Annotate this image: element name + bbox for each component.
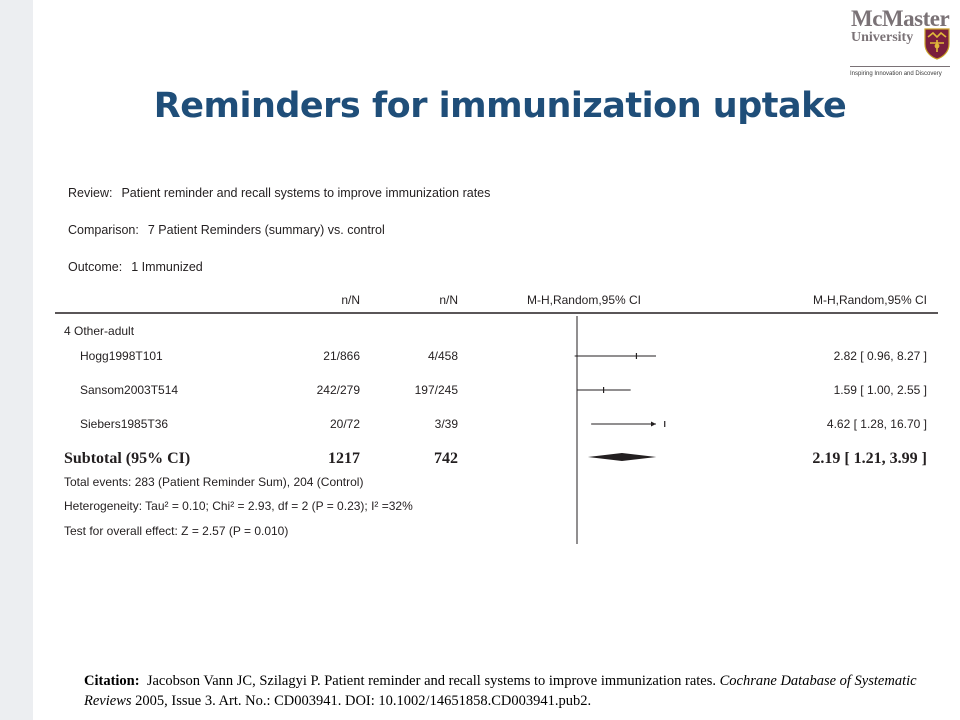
outcome-value: 1 Immunized bbox=[131, 260, 203, 274]
comparison-label: Comparison: bbox=[68, 223, 139, 237]
citation: Citation: Jacobson Vann JC, Szilagyi P. … bbox=[84, 671, 954, 711]
logo-name-line2: University bbox=[851, 30, 914, 45]
citation-tail: 2005, Issue 3. Art. No.: CD003941. DOI: … bbox=[135, 693, 592, 709]
comparison-value: 7 Patient Reminders (summary) vs. contro… bbox=[147, 223, 385, 237]
outcome-line: Outcome: 1 Immunized bbox=[68, 260, 203, 274]
column-header-ci: M-H,Random,95% CI bbox=[813, 293, 927, 307]
footnote-line: Heterogeneity: Tau² = 0.10; Chi² = 2.93,… bbox=[64, 499, 413, 513]
footnote-line: Test for overall effect: Z = 2.57 (P = 0… bbox=[64, 524, 288, 538]
subtotal-label: Subtotal (95% CI) bbox=[64, 450, 190, 467]
outcome-label: Outcome: bbox=[68, 260, 123, 274]
study-control-events: 3/39 bbox=[435, 417, 459, 431]
study-ci-text: 2.82 [ 0.96, 8.27 ] bbox=[834, 349, 927, 363]
university-logo: McMaster University Inspiring Innovation… bbox=[846, 6, 954, 82]
logo-tagline: Inspiring Innovation and Discovery bbox=[850, 71, 942, 77]
footnote-line: Total events: 283 (Patient Reminder Sum)… bbox=[64, 475, 363, 489]
review-label: Review: bbox=[68, 186, 113, 200]
logo-name-line1: McMaster bbox=[851, 6, 950, 31]
column-header-plot: M-H,Random,95% CI bbox=[527, 293, 641, 307]
study-treatment-events: 242/279 bbox=[317, 383, 361, 397]
citation-label: Citation: bbox=[84, 673, 140, 689]
left-accent-bar bbox=[0, 0, 33, 720]
citation-journal: Cochrane Database of Systematic Reviews bbox=[84, 673, 917, 709]
study-treatment-events: 20/72 bbox=[330, 417, 360, 431]
review-value: Patient reminder and recall systems to i… bbox=[121, 186, 491, 200]
study-treatment-events: 21/866 bbox=[323, 349, 360, 363]
subtotal-control-total: 742 bbox=[434, 450, 458, 467]
study-name: Sansom2003T514 bbox=[80, 383, 178, 397]
subtotal-treatment-total: 1217 bbox=[328, 450, 360, 467]
logo-rule bbox=[850, 66, 950, 67]
study-name: Siebers1985T36 bbox=[80, 417, 168, 431]
study-ci-text: 1.59 [ 1.00, 2.55 ] bbox=[834, 383, 927, 397]
study-control-events: 4/458 bbox=[428, 349, 458, 363]
subtotal-diamond bbox=[587, 453, 657, 461]
comparison-line: Comparison: 7 Patient Reminders (summary)… bbox=[68, 223, 385, 237]
slide-title: Reminders for immunization uptake bbox=[153, 86, 847, 126]
study-control-events: 197/245 bbox=[415, 383, 459, 397]
citation-text: Jacobson Vann JC, Szilagyi P. Patient re… bbox=[146, 673, 717, 689]
subtotal-ci-text: 2.19 [ 1.21, 3.99 ] bbox=[812, 450, 927, 467]
subgroup-label: 4 Other-adult bbox=[64, 324, 135, 338]
column-header-control: n/N bbox=[439, 293, 458, 307]
crest-icon bbox=[924, 28, 950, 60]
review-line: Review: Patient reminder and recall syste… bbox=[68, 186, 490, 200]
study-ci-text: 4.62 [ 1.28, 16.70 ] bbox=[827, 417, 927, 431]
study-ci-arrow bbox=[651, 421, 656, 427]
column-header-treatment: n/N bbox=[341, 293, 360, 307]
study-name: Hogg1998T101 bbox=[80, 349, 163, 363]
